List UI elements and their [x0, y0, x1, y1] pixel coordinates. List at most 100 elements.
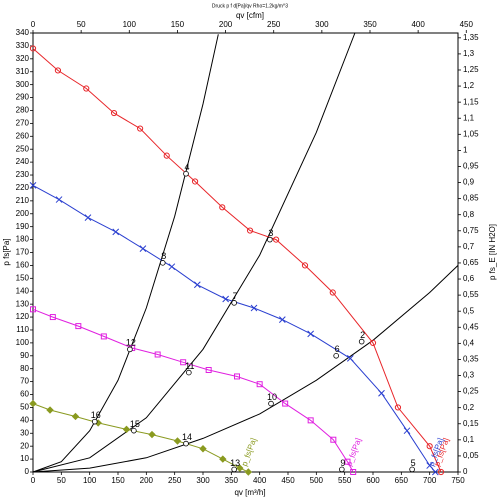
y2-tick-label: 1,2 — [463, 81, 475, 90]
marker — [112, 228, 120, 236]
y2-tick-label: 0,75 — [463, 226, 479, 235]
point-label: 11 — [185, 361, 194, 371]
y-tick-label: 50 — [20, 403, 29, 412]
marker — [71, 412, 80, 421]
point-label: 2 — [360, 330, 365, 340]
y-tick-label: 140 — [16, 286, 30, 295]
point-label: 16 — [91, 410, 101, 420]
marker — [219, 455, 227, 463]
y-tick-label: 30 — [20, 428, 29, 437]
marker — [426, 443, 433, 450]
marker — [49, 314, 56, 321]
y-tick-label: 200 — [16, 209, 30, 218]
marker — [307, 330, 315, 338]
y2-tick-label: 0,4 — [463, 338, 475, 347]
x-tick-label: 500 — [310, 476, 324, 485]
y-tick-label: 190 — [16, 222, 30, 231]
marker — [100, 333, 107, 340]
marker — [344, 458, 351, 465]
marker — [256, 381, 263, 388]
x-tick-label: 50 — [57, 476, 66, 485]
marker — [55, 196, 63, 203]
marker — [307, 417, 314, 424]
marker — [431, 468, 439, 476]
y2-tick-label: 0,45 — [463, 322, 479, 331]
y2-tick-label: 0,1 — [463, 435, 475, 444]
y-tick-label: 330 — [16, 41, 30, 50]
marker-stroke — [426, 462, 434, 469]
series-line — [32, 308, 354, 473]
x2-tick-label: 200 — [219, 20, 233, 29]
y2-tick-label: 1 — [463, 145, 468, 154]
x-tick-label: 750 — [451, 476, 465, 485]
y2-tick-label: 1,3 — [463, 49, 475, 58]
marker — [205, 366, 212, 373]
operating-point — [268, 400, 274, 407]
operating-point — [339, 466, 345, 473]
operating-point — [159, 260, 166, 266]
marker — [234, 373, 240, 380]
y-tick-label: 250 — [16, 144, 30, 153]
operating-point — [267, 236, 273, 243]
marker — [54, 67, 62, 74]
y2-tick-label: 0,25 — [463, 387, 479, 396]
point-label: 10 — [267, 392, 277, 402]
y-tick-label: 210 — [16, 196, 30, 205]
y2-tick-label: 0,9 — [463, 178, 475, 187]
marker — [173, 437, 182, 445]
marker — [250, 304, 258, 312]
marker — [246, 227, 254, 234]
marker-stroke — [112, 228, 120, 236]
plot-frame — [32, 32, 459, 473]
system-curve — [32, 32, 356, 473]
point-label: 6 — [335, 344, 340, 354]
marker — [29, 399, 37, 408]
operating-point — [183, 440, 189, 447]
x-tick-label: 0 — [31, 476, 36, 485]
point-label: 15 — [130, 419, 140, 429]
operating-point — [91, 418, 98, 425]
y2-tick-label: 0,55 — [463, 290, 479, 299]
x2-tick-label: 0 — [31, 20, 36, 29]
series-line — [32, 184, 436, 473]
marker — [236, 464, 244, 472]
marker — [110, 109, 118, 117]
y-tick-label: 310 — [16, 67, 30, 76]
marker — [154, 351, 161, 358]
y-tick-label: 230 — [16, 170, 30, 179]
marker — [180, 359, 187, 366]
marker — [350, 469, 357, 475]
marker-stroke — [278, 316, 286, 323]
x-tick-label: 600 — [366, 476, 380, 485]
y-tick-label: 100 — [16, 338, 30, 347]
marker — [278, 316, 286, 323]
y2-tick-label: 0,05 — [463, 451, 479, 460]
marker-stroke — [403, 427, 411, 435]
y-tick-label: 120 — [16, 312, 30, 321]
x-tick-label: 300 — [196, 476, 210, 485]
x2-tick-label: 250 — [267, 20, 281, 29]
x2-tick-label: 300 — [315, 20, 329, 29]
operating-point — [358, 338, 365, 345]
y-tick-label: 260 — [16, 131, 30, 140]
series-label: p_fs[Pa] — [345, 437, 363, 468]
x-tick-label: 200 — [140, 476, 154, 485]
marker — [46, 406, 54, 414]
y-tick-label: 180 — [16, 235, 30, 244]
operating-point — [333, 352, 339, 359]
y-tick-label: 170 — [16, 248, 30, 257]
x2-tick-label: 450 — [460, 20, 474, 29]
operating-point — [127, 346, 133, 353]
y-tick-label: 90 — [20, 351, 29, 360]
point-label: 12 — [126, 338, 136, 348]
y2-tick-label: 0,8 — [463, 210, 475, 219]
point-label: 14 — [182, 432, 192, 442]
y-tick-label: 220 — [16, 183, 30, 192]
y-tick-label: 300 — [16, 80, 30, 89]
x2-tick-label: 350 — [363, 20, 377, 29]
marker — [139, 245, 147, 252]
x-tick-label: 350 — [225, 476, 239, 485]
x-tick-label: 150 — [111, 476, 125, 485]
